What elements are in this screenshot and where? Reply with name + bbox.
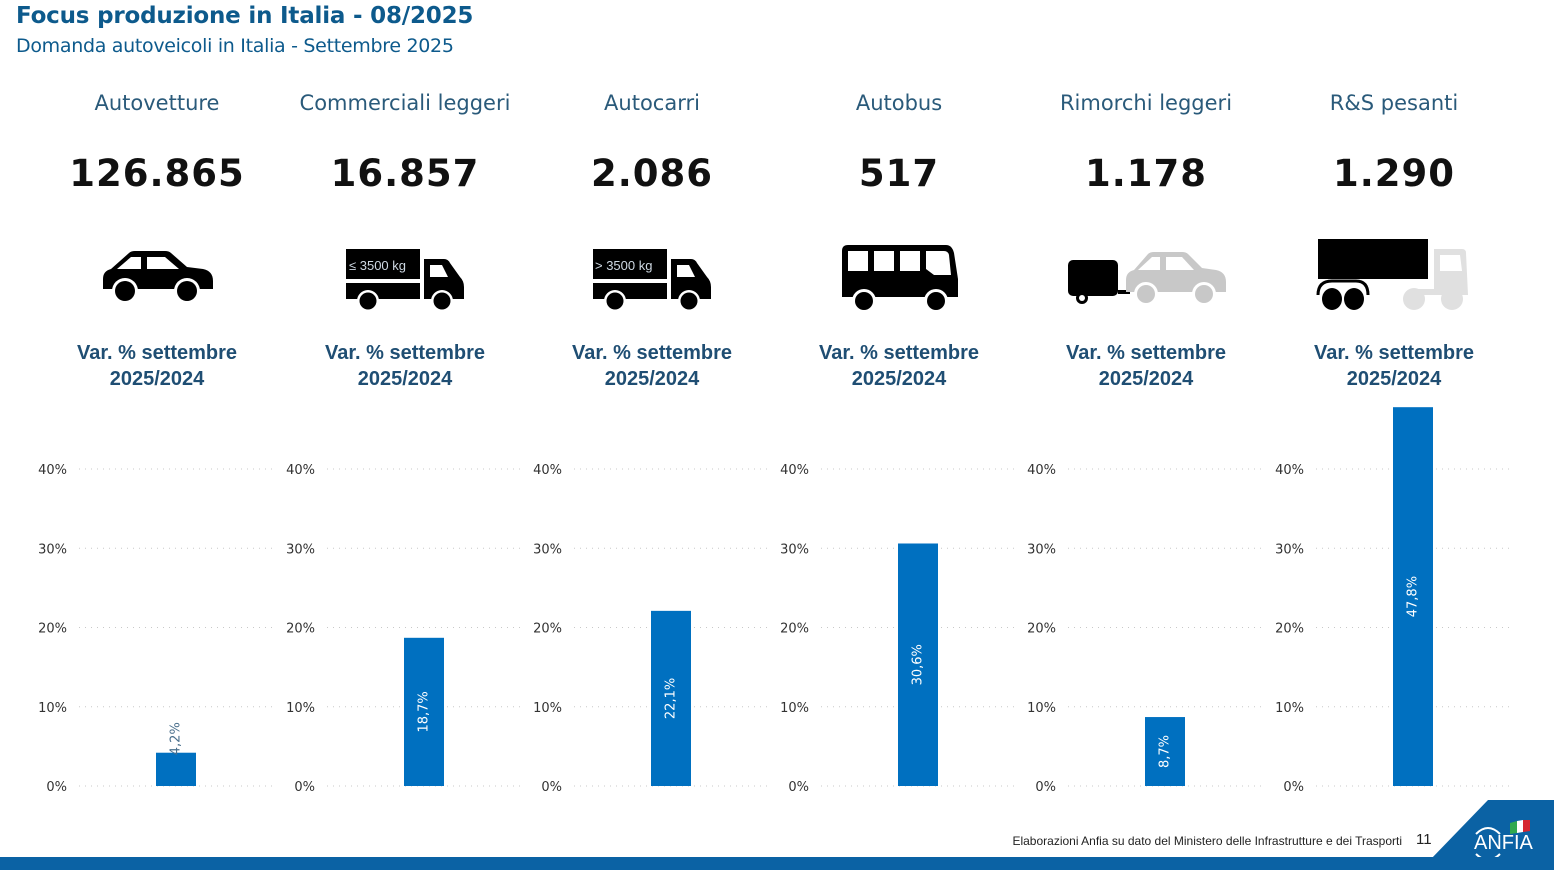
y-tick-label: 40%	[1027, 463, 1056, 478]
y-tick-label: 30%	[1275, 542, 1304, 557]
var-label: Var. % settembre	[1313, 342, 1475, 364]
category-value: 2.086	[590, 152, 714, 195]
bar	[156, 752, 196, 786]
category-column: Rimorchi leggeri 1.178 Var. % settembre 2…	[1022, 0, 1270, 800]
y-tick-label: 40%	[38, 463, 67, 478]
y-tick-label: 0%	[294, 780, 315, 795]
var-period: 2025/2024	[109, 368, 205, 390]
category-name: Commerciali leggeri	[299, 91, 511, 115]
category-name: Autovetture	[94, 91, 220, 115]
heavy-semitrailer-icon	[1270, 230, 1518, 320]
data-label: 18,7%	[417, 691, 432, 732]
page-number: 11	[1416, 831, 1432, 848]
y-tick-label: 10%	[780, 701, 809, 716]
category-name: Rimorchi leggeri	[1059, 91, 1233, 115]
y-tick-label: 40%	[286, 463, 315, 478]
var-label: Var. % settembre	[571, 342, 733, 364]
footer-bar	[0, 857, 1554, 870]
weight-badge: ≤ 3500 kg	[349, 258, 406, 273]
bar	[651, 610, 691, 786]
data-label: 4,2%	[169, 722, 184, 755]
bar	[404, 637, 444, 786]
var-period: 2025/2024	[604, 368, 700, 390]
y-tick-label: 40%	[780, 463, 809, 478]
y-tick-label: 40%	[533, 463, 562, 478]
data-label: 8,7%	[1158, 735, 1173, 768]
page-title: Focus produzione in Italia - 08/2025	[16, 3, 474, 29]
category-value: 1.290	[1332, 152, 1456, 195]
data-label: 47,8%	[1406, 576, 1421, 617]
bar-chart: 0% 10% 20% 30% 40% 47,8%	[1275, 407, 1510, 795]
y-tick-label: 10%	[38, 701, 67, 716]
category-column: Autocarri 2.086 > 3500 kg Var. % settemb…	[528, 0, 776, 800]
bar-chart: 0% 10% 20% 30% 40% 4,2%	[38, 463, 273, 795]
anfia-logo: ANFIA	[1474, 832, 1533, 854]
bar-chart: 0% 10% 20% 30% 40% 18,7%	[286, 463, 521, 795]
var-label: Var. % settembre	[818, 342, 980, 364]
y-tick-label: 40%	[1275, 463, 1304, 478]
y-tick-label: 30%	[1027, 542, 1056, 557]
y-tick-label: 30%	[780, 542, 809, 557]
bus-icon	[775, 230, 1023, 320]
y-tick-label: 30%	[286, 542, 315, 557]
logo-background	[1430, 800, 1554, 860]
category-name: Autobus	[855, 91, 943, 115]
page-subtitle: Domanda autoveicoli in Italia - Settembr…	[16, 35, 454, 57]
data-label: 22,1%	[664, 678, 679, 719]
category-name: Autocarri	[604, 91, 700, 115]
y-tick-label: 10%	[286, 701, 315, 716]
y-tick-label: 20%	[286, 622, 315, 637]
var-period: 2025/2024	[357, 368, 453, 390]
category-column: Autobus 517 Var. % settembre 2025/2024	[775, 0, 1023, 800]
car-icon	[33, 230, 281, 320]
y-tick-label: 20%	[38, 622, 67, 637]
category-column: Commerciali leggeri 16.857 ≤ 3500 kg Var…	[281, 0, 529, 800]
y-tick-label: 30%	[38, 542, 67, 557]
italian-flag-icon	[1510, 820, 1530, 834]
source-note: Elaborazioni Anfia su dato del Ministero…	[1012, 834, 1402, 848]
category-column: Autovetture 126.865 Var. % settembre 2025…	[33, 0, 281, 800]
heavy-truck-icon: > 3500 kg	[528, 230, 776, 320]
y-tick-label: 0%	[788, 780, 809, 795]
bar	[898, 543, 938, 786]
bar	[1145, 717, 1185, 786]
category-name: R&S pesanti	[1329, 91, 1459, 115]
y-tick-label: 20%	[1027, 622, 1056, 637]
bar-chart: 0% 10% 20% 30% 40% 22,1%	[533, 463, 768, 795]
var-period: 2025/2024	[1098, 368, 1194, 390]
y-tick-label: 20%	[780, 622, 809, 637]
light-trailer-icon	[1022, 230, 1270, 320]
bar-chart: 0% 10% 20% 30% 40% 8,7%	[1027, 463, 1262, 795]
y-tick-label: 0%	[541, 780, 562, 795]
data-label: 30,6%	[911, 644, 926, 685]
light-truck-icon: ≤ 3500 kg	[281, 230, 529, 320]
y-tick-label: 10%	[1027, 701, 1056, 716]
var-label: Var. % settembre	[1065, 342, 1227, 364]
var-label: Var. % settembre	[324, 342, 486, 364]
y-tick-label: 0%	[46, 780, 67, 795]
var-label: Var. % settembre	[76, 342, 238, 364]
category-column: R&S pesanti 1.290 Var. % settembre 2025/2…	[1270, 0, 1518, 800]
var-period: 2025/2024	[1346, 368, 1442, 390]
category-value: 517	[858, 152, 940, 195]
category-value: 1.178	[1084, 152, 1208, 195]
y-tick-label: 10%	[1275, 701, 1304, 716]
y-tick-label: 0%	[1035, 780, 1056, 795]
y-tick-label: 0%	[1283, 780, 1304, 795]
y-tick-label: 30%	[533, 542, 562, 557]
y-tick-label: 10%	[533, 701, 562, 716]
category-value: 16.857	[330, 152, 480, 195]
category-value: 126.865	[69, 152, 245, 195]
weight-badge: > 3500 kg	[595, 258, 652, 273]
y-tick-label: 20%	[1275, 622, 1304, 637]
y-tick-label: 20%	[533, 622, 562, 637]
bar-chart: 0% 10% 20% 30% 40% 30,6%	[780, 463, 1015, 795]
var-period: 2025/2024	[851, 368, 947, 390]
bar	[1393, 407, 1433, 786]
